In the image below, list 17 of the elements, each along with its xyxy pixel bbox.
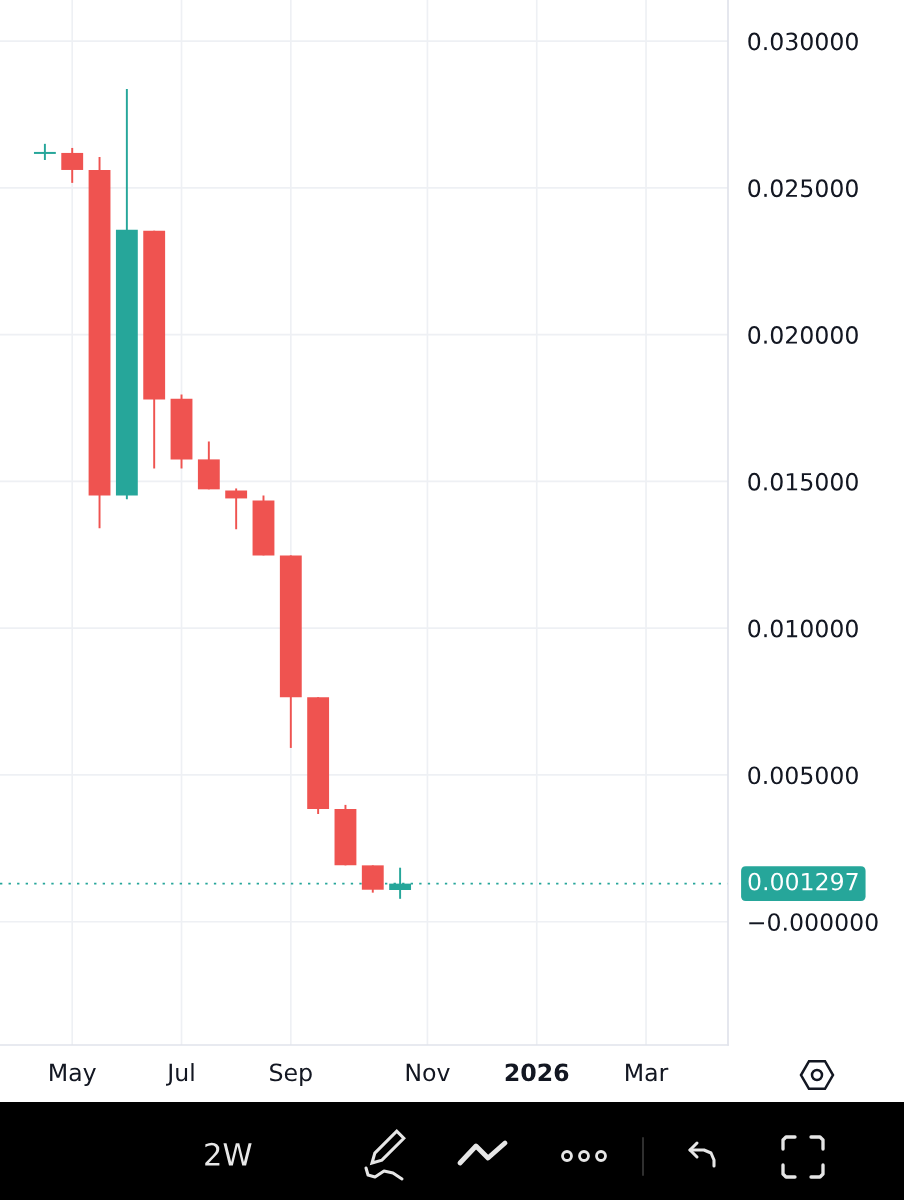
x-tick-label: May: [50, 1063, 96, 1086]
x-tick-label: Sep: [270, 1063, 312, 1086]
text: 2W: [205, 1142, 252, 1166]
y-tick-label: −0.000000: [749, 913, 878, 932]
y-tick-label: 0.010000: [748, 619, 858, 638]
y-tick-label: 0.015000: [748, 472, 858, 491]
x-tick-label: Nov: [406, 1063, 450, 1082]
x-tick-label: Mar: [626, 1063, 669, 1082]
x-tick-label: 2026: [505, 1063, 569, 1082]
y-tick-label: 0.005000: [748, 766, 858, 785]
candlestick: [33, 142, 56, 161]
x-tick-label: Jul: [166, 1063, 194, 1086]
candlestick: [61, 146, 84, 184]
y-tick-label: 0.020000: [748, 326, 858, 344]
ref-line-label: 0.001297: [748, 872, 858, 891]
y-tick-label: 0.030000: [748, 32, 858, 51]
y-tick-label: 0.025000: [748, 179, 858, 198]
